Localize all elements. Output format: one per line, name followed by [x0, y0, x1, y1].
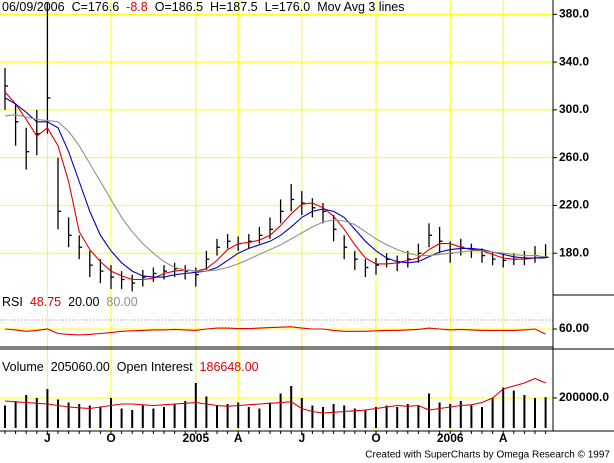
- series-line: [4, 97, 546, 278]
- header-item: 20.00: [68, 295, 99, 309]
- series-line: [4, 326, 546, 336]
- y-tick-label: 380.0: [559, 7, 589, 21]
- header-item: Mov Avg 3 lines: [317, 0, 404, 14]
- x-tick-label: A: [234, 431, 243, 445]
- panel-header: Volume 205060.00 Open Interest 186648.00: [2, 360, 259, 374]
- header-item: C=176.6: [72, 0, 120, 14]
- header-item: 48.75: [30, 295, 61, 309]
- header-item: -8.8: [126, 0, 148, 14]
- header-item: RSI: [2, 295, 23, 309]
- header-item: 06/09/2006: [2, 0, 65, 14]
- y-tick-label: 260.0: [559, 150, 589, 164]
- series-line: [4, 377, 546, 414]
- header-item: Open Interest: [117, 360, 193, 374]
- x-tick-label: O: [371, 431, 380, 445]
- x-tick-label: J: [298, 431, 305, 445]
- x-tick-label: J: [44, 431, 51, 445]
- x-tick-label: O: [106, 431, 115, 445]
- panel-header: RSI 48.75 20.00 80.00: [2, 295, 138, 309]
- y-tick-label: 60.00: [559, 321, 589, 335]
- y-tick-label: 220.0: [559, 198, 589, 212]
- y-tick-label: 300.0: [559, 102, 589, 116]
- y-tick-label: 180.0: [559, 245, 589, 259]
- header-item: Volume: [2, 360, 44, 374]
- y-tick-label: 200000.0: [559, 390, 609, 404]
- series-line: [4, 91, 546, 281]
- x-tick-label: A: [499, 431, 508, 445]
- header-item: H=187.5: [210, 0, 258, 14]
- header-item: 186648.00: [200, 360, 259, 374]
- header-item: L=176.0: [265, 0, 311, 14]
- credit: Created with SuperCharts by Omega Resear…: [365, 450, 610, 461]
- header-item: 205060.00: [51, 360, 110, 374]
- y-tick-label: 340.0: [559, 54, 589, 68]
- x-tick-label: 2005: [182, 431, 209, 445]
- series-line: [4, 114, 546, 272]
- panel-header: 06/09/2006 C=176.6 -8.8 O=186.5 H=187.5 L=176…: [2, 0, 405, 14]
- header-item: 80.00: [106, 295, 137, 309]
- x-tick-label: 2006: [437, 431, 464, 445]
- header-item: O=186.5: [155, 0, 203, 14]
